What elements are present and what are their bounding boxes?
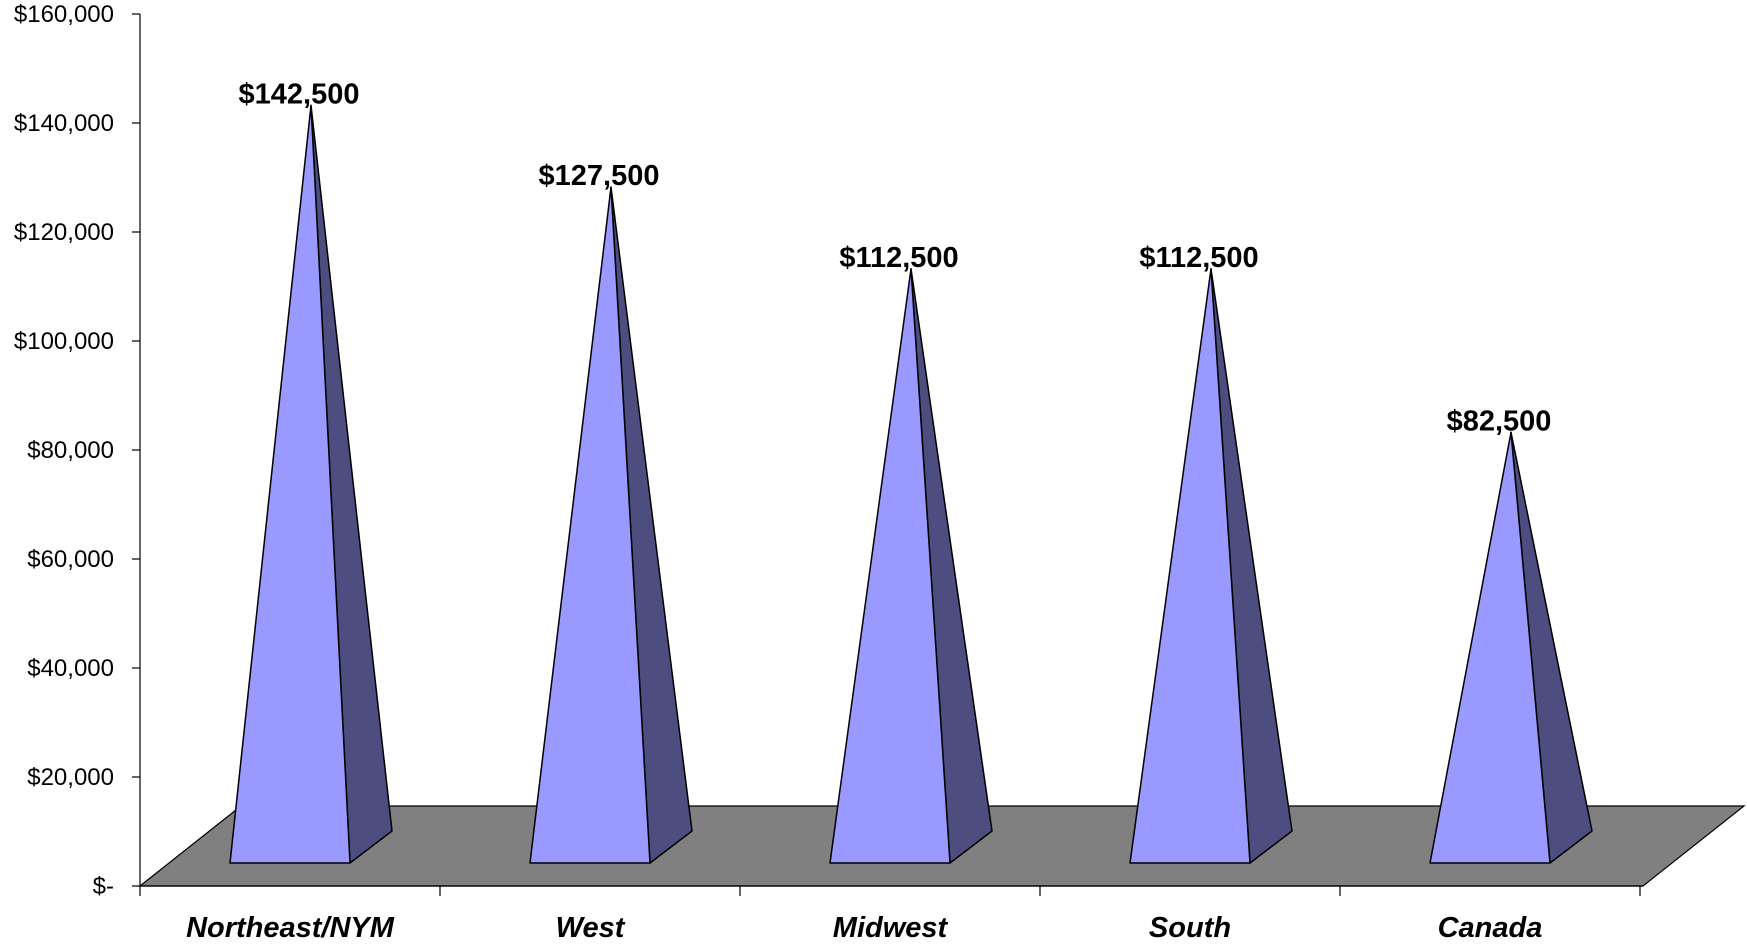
- y-tick-label: $120,000: [14, 219, 114, 246]
- pyramid-bar: [1429, 431, 1551, 864]
- y-tick-label: $100,000: [14, 328, 114, 355]
- pyramid-bar: [1129, 268, 1251, 864]
- data-label: $142,500: [239, 78, 360, 110]
- chart-axes: $- $20,000 $40,000 $60,000 $80,000 $100,000 $1…: [14, 1, 1643, 900]
- pyramid-bar: [229, 104, 351, 864]
- chart-labels: Northeast/NYM West Midwest South Canada $142,…: [186, 78, 1551, 944]
- chart-bars: [229, 104, 1593, 864]
- y-tick-label: $60,000: [27, 546, 114, 573]
- x-category-label: Northeast/NYM: [186, 912, 395, 944]
- data-label: $82,500: [1447, 405, 1552, 437]
- y-tick-label: $20,000: [27, 764, 114, 791]
- x-category-label: West: [556, 912, 626, 944]
- y-tick-label: $40,000: [27, 655, 114, 682]
- x-category-label: South: [1149, 912, 1231, 944]
- y-tick-label: $-: [93, 873, 114, 900]
- y-tick-label: $140,000: [14, 110, 114, 137]
- y-tick-label: $80,000: [27, 437, 114, 464]
- pyramid-bar: [529, 186, 651, 864]
- y-tick-label: $160,000: [14, 1, 114, 28]
- x-category-label: Canada: [1438, 912, 1543, 944]
- data-label: $112,500: [839, 242, 958, 274]
- pyramid-bar: [829, 268, 951, 864]
- data-label: $112,500: [1139, 242, 1258, 274]
- data-label: $127,500: [539, 160, 660, 192]
- x-category-label: Midwest: [833, 912, 949, 944]
